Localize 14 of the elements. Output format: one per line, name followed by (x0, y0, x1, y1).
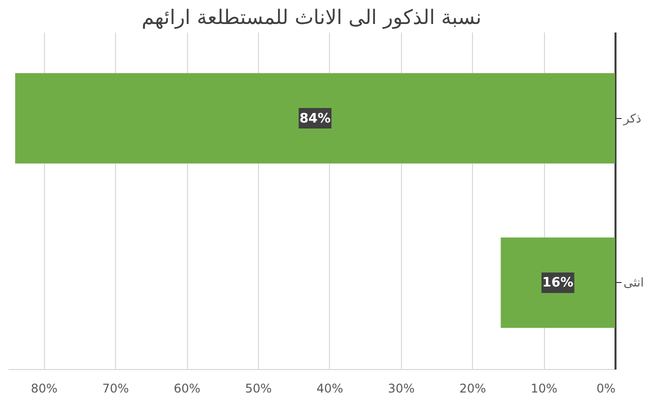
chart-title: نسبة الذكور الى الاناث للمستطلعة ارائهم (142, 5, 482, 29)
x-tick-label: 80% (30, 382, 58, 396)
y-tick-label: انثى (624, 276, 644, 290)
x-tick-label: 40% (316, 382, 344, 396)
x-tick-label: 20% (459, 382, 486, 396)
data-label: 84% (300, 111, 331, 126)
x-tick-label: 10% (530, 382, 558, 396)
y-tick-label: ذكر (622, 111, 642, 126)
x-tick-label: 50% (245, 382, 272, 396)
x-tick-label: 30% (388, 382, 415, 396)
x-tick-label: 60% (174, 382, 200, 396)
x-tick-label: 0% (596, 382, 616, 396)
data-label: 16% (542, 276, 574, 291)
x-tick-label: 70% (102, 382, 129, 396)
